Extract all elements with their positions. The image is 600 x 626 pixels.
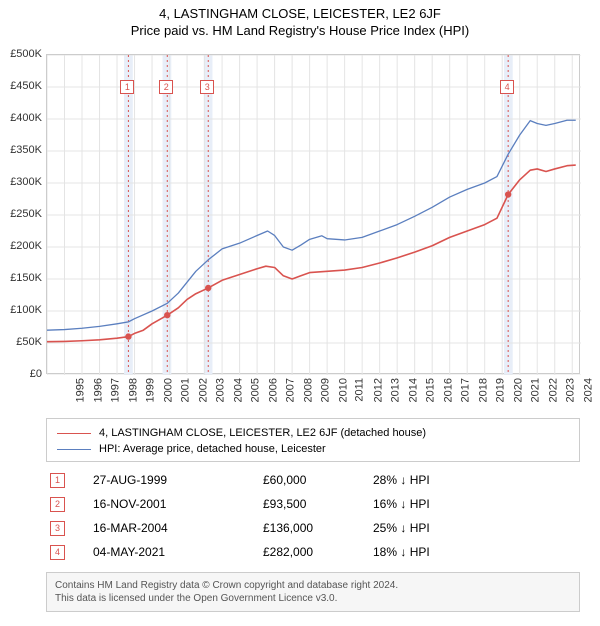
- page-root: 4, LASTINGHAM CLOSE, LEICESTER, LE2 6JF …: [0, 6, 600, 626]
- sales-marker-2: 2: [50, 497, 65, 512]
- price-chart: [46, 54, 580, 374]
- x-tick-label: 1997: [110, 378, 122, 402]
- footer-line2: This data is licensed under the Open Gov…: [55, 592, 571, 605]
- x-tick-label: 2005: [250, 378, 262, 402]
- legend-item: HPI: Average price, detached house, Leic…: [57, 441, 569, 457]
- sales-row: 4 04-MAY-2021£282,00018% ↓ HPI: [46, 540, 580, 564]
- chart-marker-1: 1: [120, 80, 134, 94]
- x-tick-label: 2024: [582, 378, 594, 402]
- x-tick-label: 2017: [460, 378, 472, 402]
- y-tick-label: £150K: [2, 272, 42, 284]
- sales-marker-3: 3: [50, 521, 65, 536]
- x-tick-label: 2022: [547, 378, 559, 402]
- sales-price: £136,000: [263, 521, 373, 535]
- sales-date: 16-NOV-2001: [93, 497, 263, 511]
- legend-label: 4, LASTINGHAM CLOSE, LEICESTER, LE2 6JF …: [99, 427, 426, 439]
- legend-swatch: [57, 433, 91, 434]
- arrow-down-icon: ↓: [400, 545, 406, 559]
- y-tick-label: £100K: [2, 304, 42, 316]
- arrow-down-icon: ↓: [400, 521, 406, 535]
- x-tick-label: 2009: [320, 378, 332, 402]
- attribution-footer: Contains HM Land Registry data © Crown c…: [46, 572, 580, 612]
- x-tick-label: 1999: [145, 378, 157, 402]
- arrow-down-icon: ↓: [400, 473, 406, 487]
- x-tick-label: 2013: [390, 378, 402, 402]
- y-tick-label: £300K: [2, 176, 42, 188]
- sales-row: 1 27-AUG-1999£60,00028% ↓ HPI: [46, 468, 580, 492]
- sales-row: 2 16-NOV-2001£93,50016% ↓ HPI: [46, 492, 580, 516]
- y-tick-label: £250K: [2, 208, 42, 220]
- legend-item: 4, LASTINGHAM CLOSE, LEICESTER, LE2 6JF …: [57, 425, 569, 441]
- y-tick-label: £0: [2, 368, 42, 380]
- sales-date: 16-MAR-2004: [93, 521, 263, 535]
- x-tick-label: 2007: [285, 378, 297, 402]
- x-tick-label: 1995: [74, 378, 86, 402]
- y-tick-label: £350K: [2, 144, 42, 156]
- sales-date: 04-MAY-2021: [93, 545, 263, 559]
- y-tick-label: £200K: [2, 240, 42, 252]
- page-title: 4, LASTINGHAM CLOSE, LEICESTER, LE2 6JF: [0, 6, 600, 21]
- sales-marker-4: 4: [50, 545, 65, 560]
- y-tick-label: £450K: [2, 80, 42, 92]
- x-tick-label: 2019: [495, 378, 507, 402]
- x-tick-label: 2016: [442, 378, 454, 402]
- chart-svg: [47, 55, 581, 375]
- x-tick-label: 2015: [425, 378, 437, 402]
- legend-swatch: [57, 449, 91, 450]
- page-subtitle: Price paid vs. HM Land Registry's House …: [0, 23, 600, 38]
- sales-diff: 25% ↓ HPI: [373, 521, 483, 535]
- chart-marker-4: 4: [500, 80, 514, 94]
- x-tick-label: 2020: [512, 378, 524, 402]
- x-tick-label: 2010: [337, 378, 349, 402]
- x-tick-label: 1996: [92, 378, 104, 402]
- chart-legend: 4, LASTINGHAM CLOSE, LEICESTER, LE2 6JF …: [46, 418, 580, 462]
- y-tick-label: £50K: [2, 336, 42, 348]
- x-tick-label: 2000: [162, 378, 174, 402]
- legend-label: HPI: Average price, detached house, Leic…: [99, 443, 326, 455]
- x-tick-label: 2021: [530, 378, 542, 402]
- x-tick-label: 2011: [354, 378, 366, 402]
- sales-diff: 16% ↓ HPI: [373, 497, 483, 511]
- sales-diff: 28% ↓ HPI: [373, 473, 483, 487]
- sales-price: £93,500: [263, 497, 373, 511]
- x-tick-label: 2006: [267, 378, 279, 402]
- sales-date: 27-AUG-1999: [93, 473, 263, 487]
- chart-marker-3: 3: [200, 80, 214, 94]
- sales-marker-1: 1: [50, 473, 65, 488]
- x-tick-label: 2018: [477, 378, 489, 402]
- y-tick-label: £400K: [2, 112, 42, 124]
- chart-marker-2: 2: [159, 80, 173, 94]
- sales-row: 3 16-MAR-2004£136,00025% ↓ HPI: [46, 516, 580, 540]
- arrow-down-icon: ↓: [400, 497, 406, 511]
- sales-diff: 18% ↓ HPI: [373, 545, 483, 559]
- sales-price: £60,000: [263, 473, 373, 487]
- sales-table: 1 27-AUG-1999£60,00028% ↓ HPI 2 16-NOV-2001…: [46, 468, 580, 564]
- x-tick-label: 2008: [302, 378, 314, 402]
- x-tick-label: 1998: [127, 378, 139, 402]
- x-tick-label: 2014: [407, 378, 419, 402]
- x-tick-label: 2004: [232, 378, 244, 402]
- sales-price: £282,000: [263, 545, 373, 559]
- x-tick-label: 2001: [180, 378, 192, 402]
- x-tick-label: 2002: [197, 378, 209, 402]
- x-tick-label: 2003: [215, 378, 227, 402]
- x-tick-label: 2012: [372, 378, 384, 402]
- x-tick-label: 2023: [565, 378, 577, 402]
- y-tick-label: £500K: [2, 48, 42, 60]
- footer-line1: Contains HM Land Registry data © Crown c…: [55, 579, 571, 592]
